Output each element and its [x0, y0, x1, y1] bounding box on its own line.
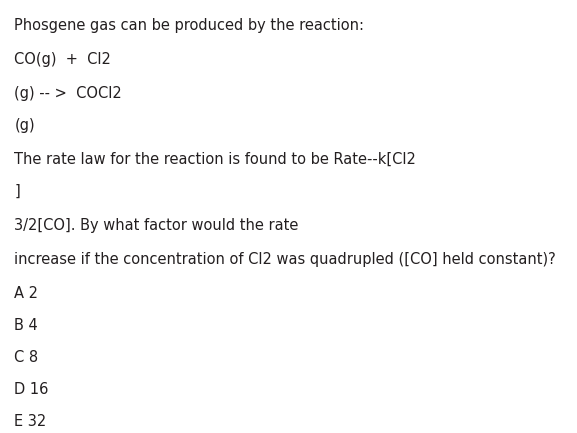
- Text: A 2: A 2: [14, 286, 39, 301]
- Text: C 8: C 8: [14, 350, 39, 365]
- Text: D 16: D 16: [14, 382, 49, 397]
- Text: (g): (g): [14, 118, 35, 133]
- Text: ]: ]: [14, 184, 20, 199]
- Text: The rate law for the reaction is found to be Rate--k[Cl2: The rate law for the reaction is found t…: [14, 152, 416, 167]
- Text: 3/2[CO]. By what factor would the rate: 3/2[CO]. By what factor would the rate: [14, 218, 299, 233]
- Text: B 4: B 4: [14, 318, 38, 333]
- Text: increase if the concentration of Cl2 was quadrupled ([CO] held constant)?: increase if the concentration of Cl2 was…: [14, 252, 556, 267]
- Text: CO(g)  +  Cl2: CO(g) + Cl2: [14, 52, 111, 67]
- Text: Phosgene gas can be produced by the reaction:: Phosgene gas can be produced by the reac…: [14, 18, 365, 33]
- Text: (g) -- >  COCl2: (g) -- > COCl2: [14, 86, 122, 101]
- Text: E 32: E 32: [14, 414, 47, 429]
